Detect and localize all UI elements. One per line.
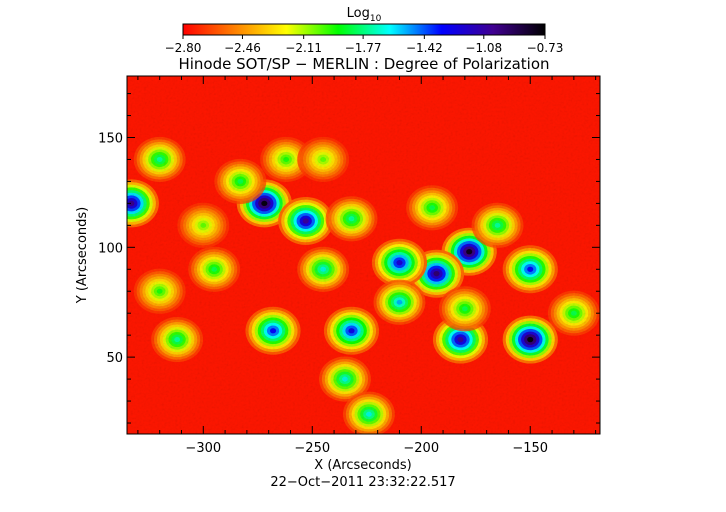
- y-tick-label: 50: [106, 351, 123, 366]
- y-tick-label: 100: [98, 241, 123, 256]
- colorbar-tick-label: −2.46: [224, 41, 261, 55]
- colorbar-tick-label: −1.77: [345, 41, 382, 55]
- x-tick-label: −200: [403, 441, 439, 456]
- x-axis: −300 −250 −200 −150: [137, 76, 597, 456]
- colorbar-tick-label: −0.73: [527, 41, 564, 55]
- colorbar-ticks: −2.80 −2.46 −2.11 −1.77 −1.42 −1.08 −0.73: [165, 35, 564, 55]
- heatmap: [127, 76, 600, 434]
- x-tick-label: −250: [294, 441, 330, 456]
- colorbar-label: Log10: [347, 6, 382, 24]
- y-axis: 50 100 150: [98, 93, 600, 424]
- heatmap-texture: [127, 76, 600, 434]
- x-tick-label: −300: [185, 441, 221, 456]
- x-tick-label: −150: [512, 441, 548, 456]
- plot-frame: [126, 75, 601, 435]
- colorbar-tick-label: −2.80: [165, 41, 202, 55]
- chart-title: Hinode SOT/SP − MERLIN : Degree of Polar…: [178, 55, 549, 73]
- x-axis-label: X (Arcseconds): [314, 458, 411, 473]
- colorbar: Log10 −2.80 −2.46 −2.11 −1.77 −1.42 −1.08 −0.7…: [165, 6, 564, 55]
- colorbar-gradient: [182, 23, 546, 36]
- y-tick-label: 150: [98, 131, 123, 146]
- y-axis-label: Y (Arcseconds): [75, 207, 90, 304]
- colorbar-tick-label: −1.08: [465, 41, 502, 55]
- colorbar-tick-label: −1.42: [406, 41, 443, 55]
- timestamp: 22−Oct−2011 23:32:22.517: [270, 475, 455, 490]
- colorbar-tick-label: −2.11: [285, 41, 322, 55]
